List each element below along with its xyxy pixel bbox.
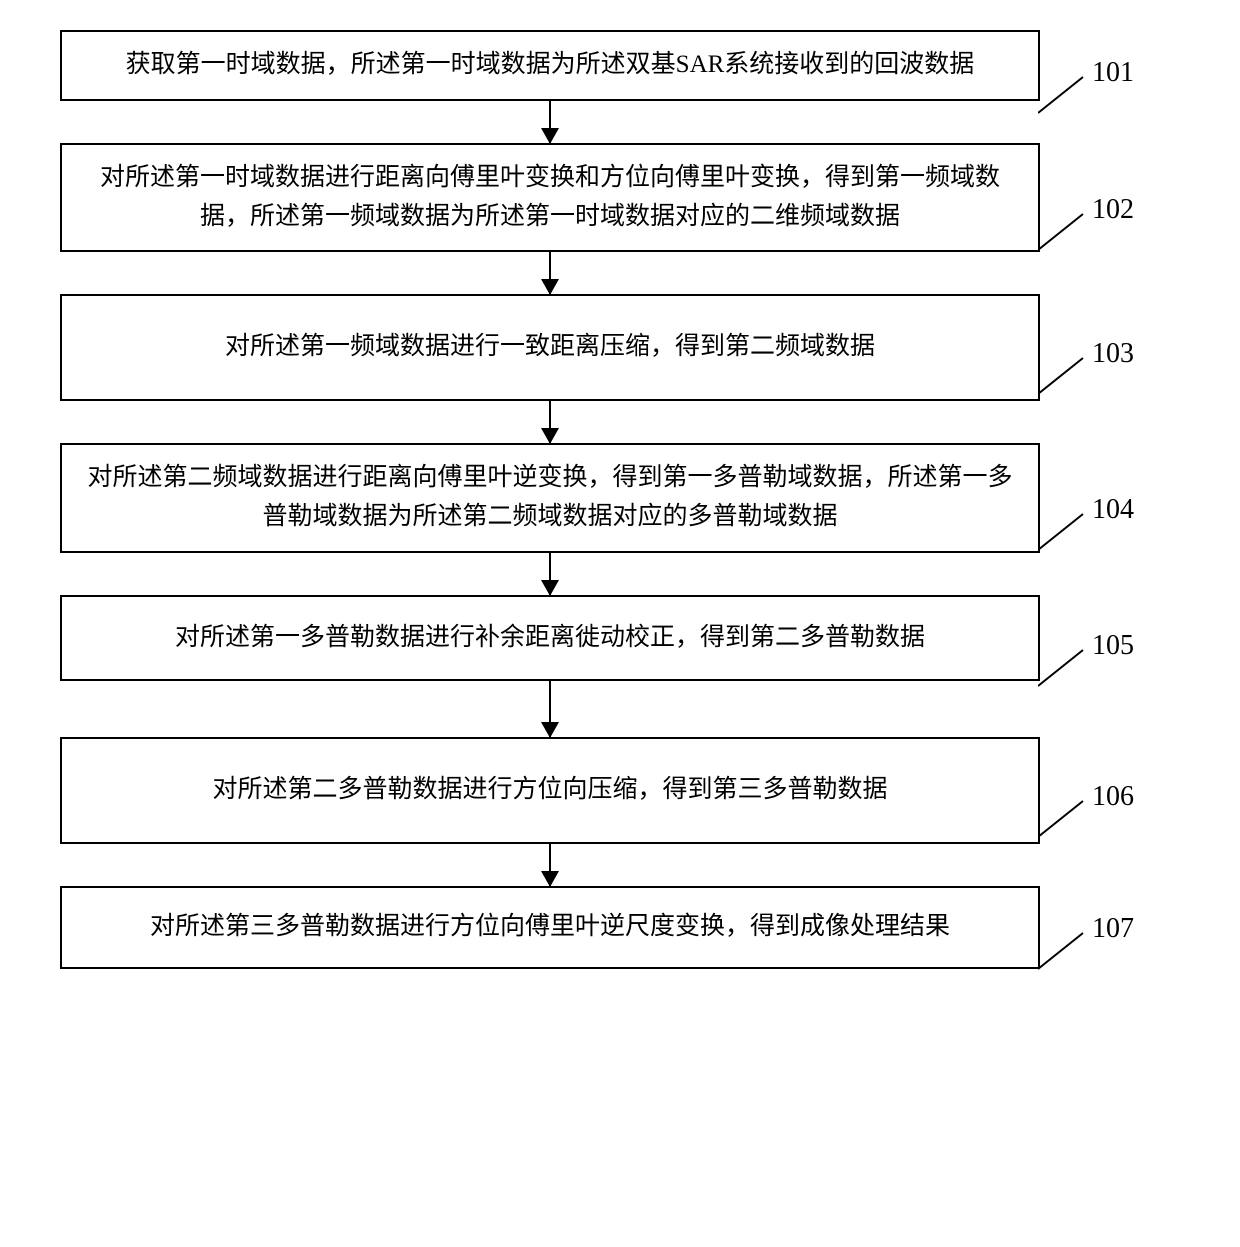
step-text: 对所述第一频域数据进行一致距离压缩，得到第二频域数据	[225, 333, 875, 360]
step-box-105: 对所述第一多普勒数据进行补余距离徙动校正，得到第二多普勒数据	[60, 595, 1040, 682]
leader-line-icon	[1038, 71, 1098, 116]
step-text: 对所述第三多普勒数据进行方位向傅里叶逆尺度变换，得到成像处理结果	[150, 913, 950, 940]
step-label: 107	[1092, 913, 1134, 945]
down-arrow-icon	[549, 681, 551, 737]
step-label: 105	[1092, 630, 1134, 662]
down-arrow-icon	[549, 252, 551, 294]
step-box-102: 对所述第一时域数据进行距离向傅里叶变换和方位向傅里叶变换，得到第一频域数据，所述…	[60, 143, 1040, 253]
down-arrow-icon	[549, 401, 551, 443]
step-text: 对所述第二多普勒数据进行方位向压缩，得到第三多普勒数据	[212, 776, 887, 803]
step-box-107: 对所述第三多普勒数据进行方位向傅里叶逆尺度变换，得到成像处理结果	[60, 886, 1040, 969]
leader-line-icon	[1038, 508, 1098, 553]
down-arrow-icon	[549, 101, 551, 143]
leader-line-icon	[1038, 644, 1098, 689]
arrow-wrap	[60, 401, 1040, 443]
arrow-wrap	[60, 844, 1040, 886]
step-box-101: 获取第一时域数据，所述第一时域数据为所述双基SAR系统接收到的回波数据	[60, 30, 1040, 101]
step-text: 对所述第二频域数据进行距离向傅里叶逆变换，得到第一多普勒域数据，所述第一多普勒域…	[87, 464, 1012, 530]
step-label: 102	[1092, 194, 1134, 226]
flowchart-container: 获取第一时域数据，所述第一时域数据为所述双基SAR系统接收到的回波数据 101 …	[30, 30, 1210, 969]
step-text: 对所述第一时域数据进行距离向傅里叶变换和方位向傅里叶变换，得到第一频域数据，所述…	[100, 164, 1000, 230]
flow-step: 对所述第二多普勒数据进行方位向压缩，得到第三多普勒数据 106	[30, 737, 1210, 844]
arrow-wrap	[60, 252, 1040, 294]
step-box-104: 对所述第二频域数据进行距离向傅里叶逆变换，得到第一多普勒域数据，所述第一多普勒域…	[60, 443, 1040, 553]
flow-step: 对所述第一多普勒数据进行补余距离徙动校正，得到第二多普勒数据 105	[30, 595, 1210, 682]
step-label: 101	[1092, 57, 1134, 89]
step-box-106: 对所述第二多普勒数据进行方位向压缩，得到第三多普勒数据	[60, 737, 1040, 844]
flow-step: 对所述第二频域数据进行距离向傅里叶逆变换，得到第一多普勒域数据，所述第一多普勒域…	[30, 443, 1210, 553]
flow-step: 对所述第一频域数据进行一致距离压缩，得到第二频域数据 103	[30, 294, 1210, 401]
arrow-wrap	[60, 101, 1040, 143]
step-text: 获取第一时域数据，所述第一时域数据为所述双基SAR系统接收到的回波数据	[126, 51, 975, 78]
leader-line-icon	[1038, 352, 1098, 397]
arrow-wrap	[60, 681, 1040, 737]
leader-line-icon	[1038, 927, 1098, 972]
step-label: 103	[1092, 338, 1134, 370]
step-label: 106	[1092, 781, 1134, 813]
flow-step: 对所述第一时域数据进行距离向傅里叶变换和方位向傅里叶变换，得到第一频域数据，所述…	[30, 143, 1210, 253]
leader-line-icon	[1038, 795, 1098, 840]
down-arrow-icon	[549, 844, 551, 886]
step-text: 对所述第一多普勒数据进行补余距离徙动校正，得到第二多普勒数据	[175, 624, 925, 651]
flow-step: 对所述第三多普勒数据进行方位向傅里叶逆尺度变换，得到成像处理结果 107	[30, 886, 1210, 969]
step-box-103: 对所述第一频域数据进行一致距离压缩，得到第二频域数据	[60, 294, 1040, 401]
leader-line-icon	[1038, 208, 1098, 253]
down-arrow-icon	[549, 553, 551, 595]
arrow-wrap	[60, 553, 1040, 595]
flow-step: 获取第一时域数据，所述第一时域数据为所述双基SAR系统接收到的回波数据 101	[30, 30, 1210, 101]
step-label: 104	[1092, 494, 1134, 526]
